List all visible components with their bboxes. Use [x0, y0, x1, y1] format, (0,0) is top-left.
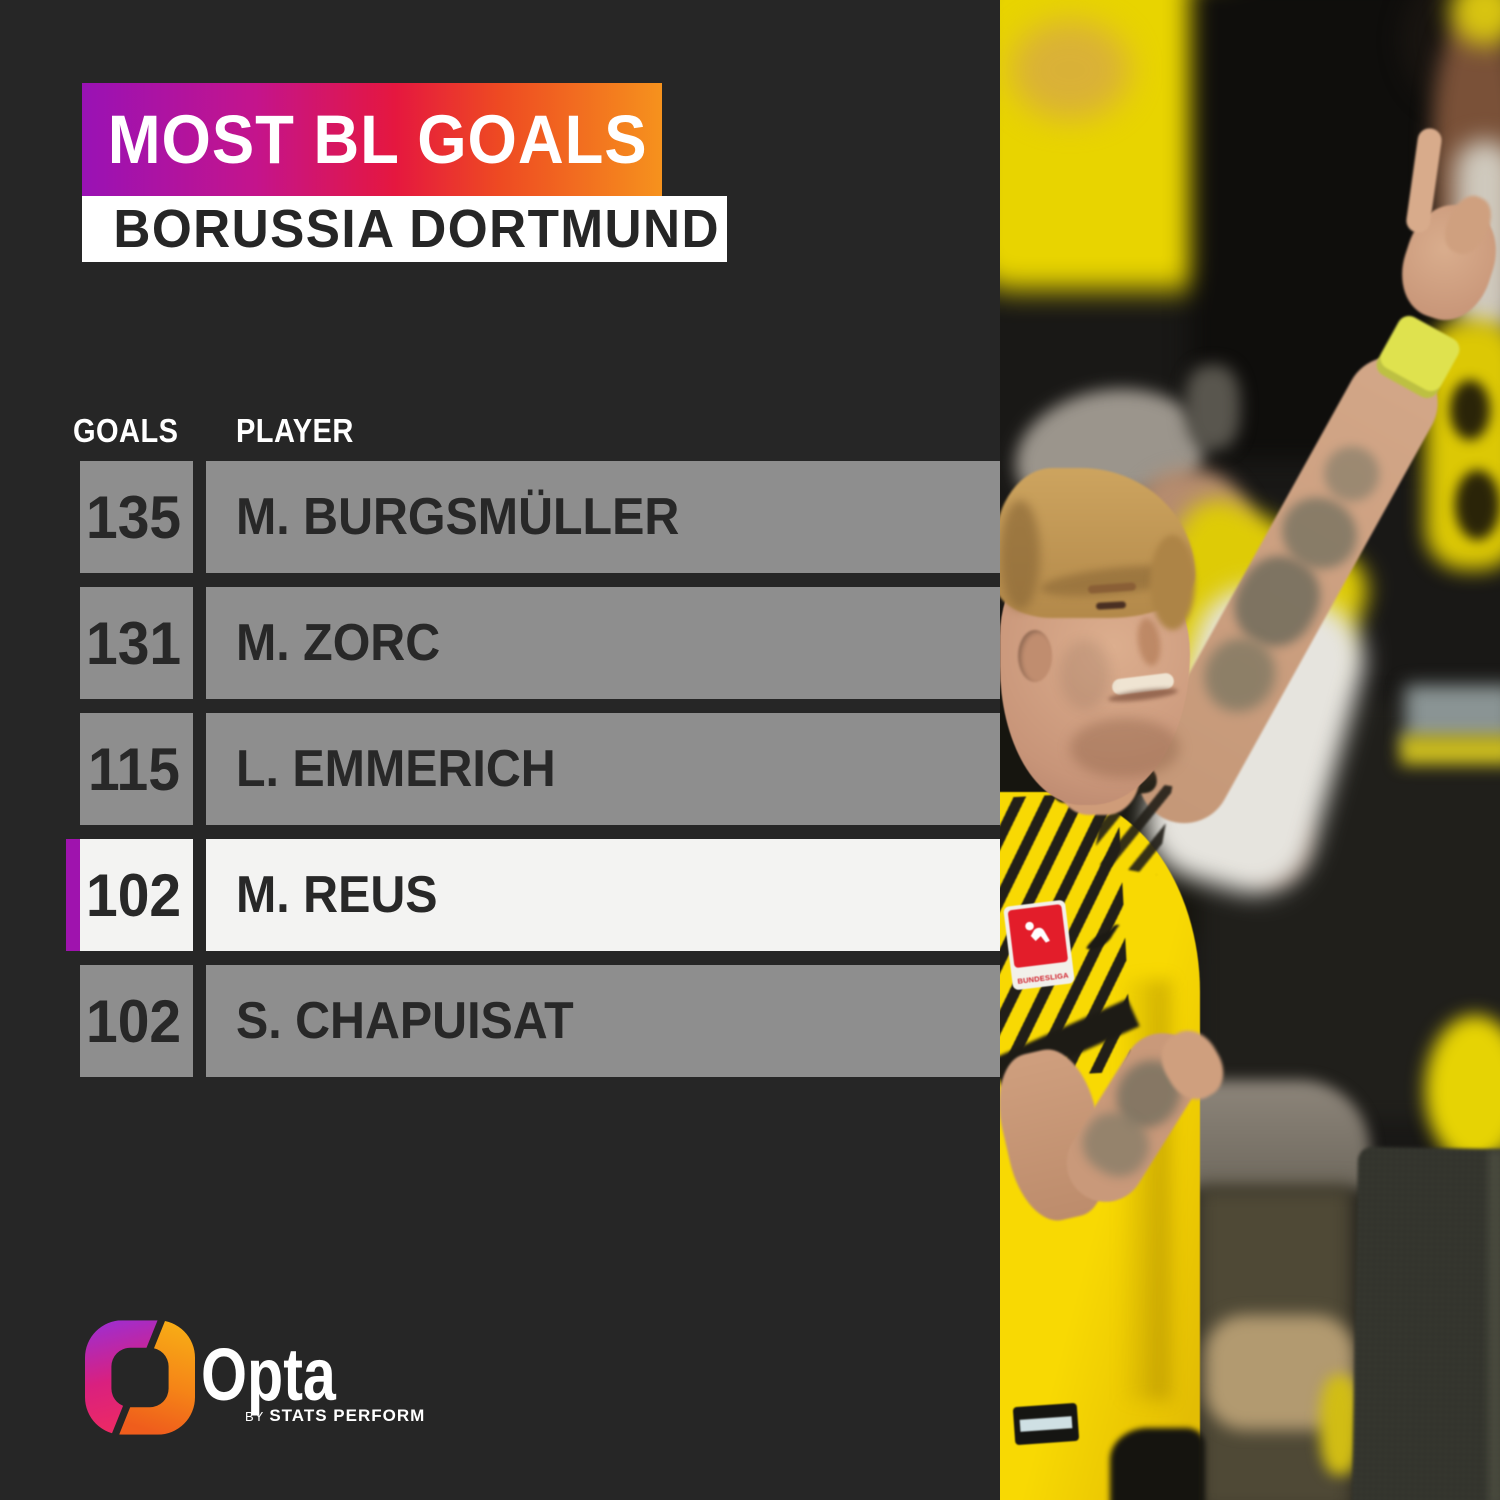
badge-player-figure-icon	[1025, 921, 1050, 943]
opta-logo-icon	[85, 1320, 195, 1435]
goals-cell: 115	[80, 713, 193, 825]
goals-value: 115	[88, 735, 181, 803]
yellow-ball-blur	[1425, 1015, 1500, 1165]
panel-light-edge	[1488, 1150, 1500, 1500]
brand-name: Opta	[201, 1333, 336, 1416]
brand-tagline-by: BY	[245, 1409, 265, 1424]
goals-value: 102	[86, 861, 182, 929]
highlight-accent-bar	[66, 839, 80, 951]
player-cell: M. BURGSMÜLLER	[206, 461, 1000, 573]
ear	[1018, 630, 1052, 682]
crowd-pink-smudge	[1010, 20, 1130, 120]
table-row-highlighted: 102 M. REUS	[0, 839, 1000, 951]
hair-temple	[1150, 535, 1195, 630]
goals-cell: 131	[80, 587, 193, 699]
opta-brand-block: Opta BY STATS PERFORM	[85, 1318, 505, 1448]
rail-gray-band	[1180, 1080, 1370, 1190]
goals-value: 102	[86, 987, 182, 1055]
table-row: 135 M. BURGSMÜLLER	[0, 461, 1000, 573]
team-name: BORUSSIA DORTMUND	[113, 199, 720, 259]
goals-value: 131	[86, 609, 182, 677]
column-header-goals: GOALS	[73, 412, 179, 449]
table-column-headers: GOALS PLAYER	[0, 412, 1000, 449]
badge-text: BUNDESLIGA	[1016, 970, 1070, 986]
black-shorts	[1110, 1428, 1205, 1500]
hair-shade-back	[1000, 500, 1040, 610]
cheek-shade	[1060, 640, 1110, 710]
jersey-hem-tag	[1012, 1402, 1080, 1446]
crowd-emblem-dot	[1455, 470, 1500, 540]
goals-cell: 102	[80, 839, 193, 951]
subtitle-banner: BORUSSIA DORTMUND	[82, 196, 727, 262]
title-banner: MOST BL GOALS	[82, 83, 662, 196]
table-row: 115 L. EMMERICH	[0, 713, 1000, 825]
player-name: M. BURGSMÜLLER	[236, 488, 680, 546]
page-title: MOST BL GOALS	[107, 101, 648, 178]
table-row: 102 S. CHAPUISAT	[0, 965, 1000, 1077]
dark-textured-panel	[1351, 1146, 1500, 1500]
stand-yellow-strip	[1400, 735, 1500, 765]
player-name: M. ZORC	[236, 614, 441, 672]
jaw-stubble	[1070, 718, 1180, 778]
player-cell: M. ZORC	[206, 587, 1000, 699]
crowd-emblem-dot	[1450, 380, 1490, 440]
goals-cell: 135	[80, 461, 193, 573]
column-header-player: PLAYER	[236, 412, 354, 449]
player-name: M. REUS	[236, 866, 438, 924]
table-row: 131 M. ZORC	[0, 587, 1000, 699]
tag-strip	[1019, 1416, 1073, 1432]
player-cell: M. REUS	[206, 839, 1000, 951]
player-cell: S. CHAPUISAT	[206, 965, 1000, 1077]
bundesliga-badge: BUNDESLIGA	[1003, 899, 1075, 991]
puma-logo-icon	[1086, 924, 1120, 950]
goals-cell: 102	[80, 965, 193, 1077]
goals-value: 135	[86, 483, 182, 551]
brand-tagline-text: STATS PERFORM	[269, 1406, 426, 1425]
brand-tagline: BY STATS PERFORM	[245, 1406, 425, 1426]
player-name: L. EMMERICH	[236, 740, 556, 798]
player-name: S. CHAPUISAT	[236, 992, 574, 1050]
fan-scarf	[1185, 365, 1240, 450]
stats-table: 135 M. BURGSMÜLLER 131 M. ZORC 115 L. EM…	[0, 461, 1000, 1091]
player-cell: L. EMMERICH	[206, 713, 1000, 825]
badge-red-square	[1007, 903, 1069, 969]
player-photo: BUNDESLIGA	[1000, 0, 1500, 1500]
